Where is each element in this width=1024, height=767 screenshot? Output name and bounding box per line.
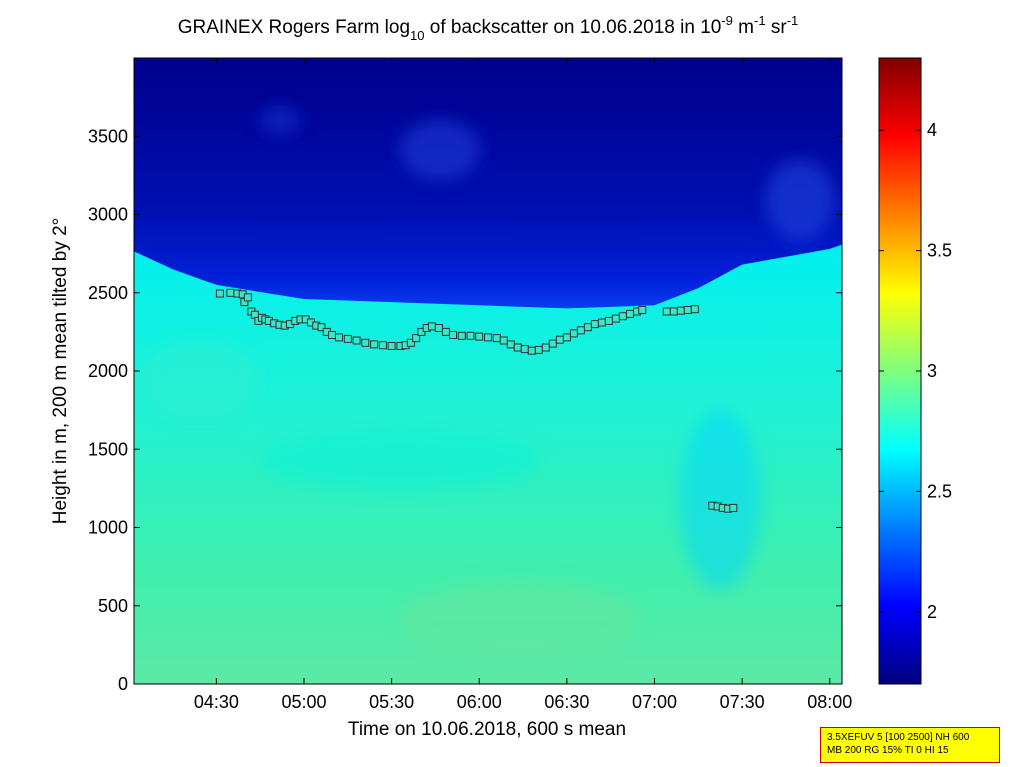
pbl-marker	[597, 318, 606, 327]
y-axis: 0 500 1000 1500 2000 2500 3000 3500	[88, 126, 842, 694]
info-line-1: 3.5XEFUV 5 [100 2500] NH 600	[827, 732, 970, 743]
pbl-marker	[618, 312, 627, 321]
x-tick-label: 05:00	[281, 692, 326, 712]
colorbar-tick-label: 4	[927, 120, 937, 140]
pbl-marker	[541, 343, 550, 352]
colorbar-tick-label: 3	[927, 361, 937, 381]
colorbar	[878, 57, 922, 685]
x-axis: 04:30 05:00 05:30 06:00 06:30 07:00 07:30 08:00	[194, 58, 852, 712]
pbl-marker	[457, 331, 466, 340]
chart-title: GRAINEX Rogers Farm log10 of backscatter…	[178, 13, 799, 43]
y-tick-label: 3500	[88, 126, 128, 146]
x-axis-label: Time on 10.06.2018, 600 s mean	[348, 719, 626, 740]
y-tick-label: 0	[118, 674, 128, 694]
pbl-marker	[611, 314, 620, 323]
pbl-marker	[492, 334, 501, 343]
pbl-marker	[576, 326, 585, 335]
pbl-marker	[243, 293, 252, 302]
pbl-markers	[215, 288, 738, 513]
pbl-marker	[638, 306, 647, 314]
pbl-marker	[226, 288, 235, 297]
pbl-marker	[412, 334, 421, 343]
pbl-marker	[475, 332, 484, 341]
pbl-marker	[626, 309, 634, 318]
colorbar-tick-label: 3.5	[927, 241, 952, 261]
pbl-marker	[534, 345, 543, 354]
heatmap-field	[134, 58, 842, 684]
pbl-marker	[662, 307, 671, 316]
pbl-marker	[441, 327, 450, 336]
x-tick-label: 08:00	[807, 692, 852, 712]
x-tick-label: 06:30	[544, 692, 589, 712]
pbl-marker	[690, 305, 699, 314]
pbl-marker	[215, 289, 224, 298]
y-axis-label: Height in m, 200 m mean tilted by 2°	[50, 218, 71, 524]
y-tick-label: 1000	[88, 518, 128, 538]
pbl-marker	[335, 333, 343, 342]
pbl-marker	[317, 323, 326, 332]
x-tick-label: 07:00	[632, 692, 677, 712]
pbl-marker	[343, 334, 352, 343]
pbl-marker	[427, 322, 436, 331]
pbl-marker	[328, 331, 336, 339]
pbl-marker	[569, 329, 578, 338]
y-tick-label: 1500	[88, 439, 128, 459]
pbl-marker	[406, 338, 415, 347]
colorbar-tick-label: 2	[927, 602, 937, 622]
pbl-marker	[370, 340, 379, 349]
pbl-marker	[669, 307, 678, 316]
pbl-marker	[361, 338, 370, 347]
pbl-marker	[449, 331, 457, 339]
pbl-marker	[676, 306, 685, 315]
x-tick-label: 06:00	[457, 692, 502, 712]
x-tick-label: 07:30	[720, 692, 765, 712]
pbl-marker	[527, 346, 536, 355]
pbl-marker	[484, 333, 492, 342]
pbl-marker	[583, 323, 592, 332]
pbl-marker	[555, 335, 564, 344]
pbl-marker	[683, 306, 692, 314]
pbl-marker	[562, 333, 571, 342]
pbl-marker	[590, 320, 599, 329]
pbl-marker	[387, 342, 396, 350]
pbl-marker	[729, 503, 738, 512]
pbl-marker	[506, 340, 515, 349]
pbl-marker	[352, 336, 361, 345]
x-tick-label: 04:30	[194, 692, 239, 712]
y-tick-label: 2000	[88, 361, 128, 381]
pbl-marker	[520, 345, 529, 354]
info-line-2: MB 200 RG 15% TI 0 HI 15	[827, 745, 949, 756]
pbl-marker	[434, 324, 443, 332]
pbl-marker	[548, 339, 557, 348]
colorbar-axis: 2 2.5 3 3.5 4	[879, 120, 952, 622]
colorbar-tick-label: 2.5	[927, 481, 952, 501]
pbl-marker	[466, 331, 475, 340]
y-tick-label: 500	[98, 596, 128, 616]
pbl-marker	[378, 341, 387, 350]
pbl-marker	[499, 336, 508, 345]
y-tick-label: 3000	[88, 205, 128, 225]
pbl-marker	[513, 343, 522, 352]
processing-info-box: 3.5XEFUV 5 [100 2500] NH 600 MB 200 RG 1…	[820, 727, 1000, 763]
pbl-marker	[604, 316, 613, 325]
x-tick-label: 05:30	[369, 692, 414, 712]
y-tick-label: 2500	[88, 283, 128, 303]
